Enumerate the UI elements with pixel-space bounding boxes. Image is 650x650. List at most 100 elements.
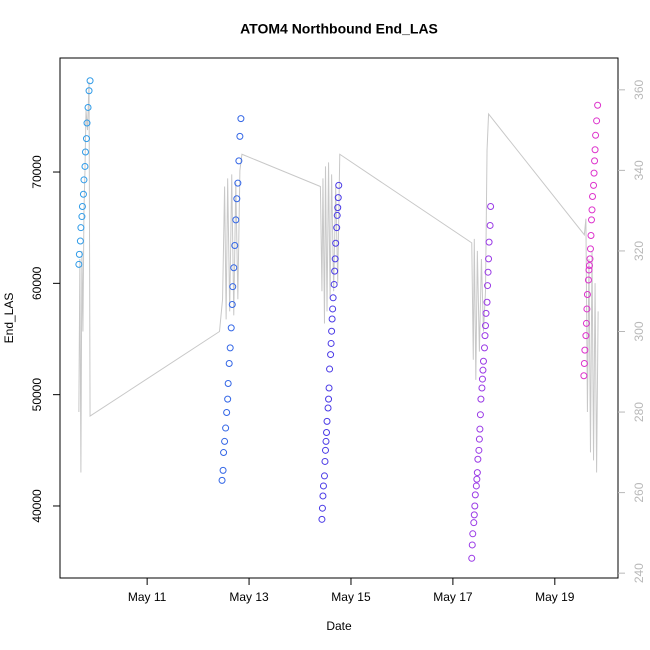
data-point — [471, 502, 479, 510]
data-point — [322, 437, 330, 445]
data-point — [478, 384, 486, 392]
data-point — [319, 492, 327, 500]
data-point — [485, 238, 493, 246]
data-point — [321, 457, 329, 465]
chart-title: ATOM4 Northbound End_LAS — [240, 21, 438, 37]
data-point — [329, 305, 337, 313]
y2-tick-label: 240 — [632, 563, 646, 583]
data-point — [470, 519, 478, 527]
data-point — [81, 148, 89, 156]
data-point — [477, 395, 485, 403]
data-point — [80, 176, 88, 184]
data-point — [85, 87, 93, 95]
data-point — [470, 511, 478, 519]
data-point — [332, 239, 340, 247]
data-point — [580, 359, 588, 367]
data-point — [473, 475, 481, 483]
data-point — [486, 221, 494, 229]
x-tick-label: May 13 — [229, 590, 269, 604]
data-point — [583, 305, 591, 313]
data-point — [227, 324, 235, 332]
data-point — [325, 395, 333, 403]
data-point — [479, 357, 487, 365]
data-point — [234, 179, 242, 187]
data-point — [230, 264, 238, 272]
y-tick-label: 40000 — [30, 489, 44, 523]
data-point — [474, 455, 482, 463]
data-point — [590, 169, 598, 177]
data-point — [333, 224, 341, 232]
data-point — [326, 365, 334, 373]
data-point — [319, 482, 327, 490]
data-point — [324, 404, 332, 412]
data-point — [587, 231, 595, 239]
data-point — [584, 276, 592, 284]
data-point — [78, 213, 86, 221]
data-point — [318, 515, 326, 523]
data-point — [333, 211, 341, 219]
x-tick-label: May 17 — [433, 590, 473, 604]
data-point — [77, 224, 85, 232]
data-point — [328, 327, 336, 335]
data-point — [76, 237, 84, 245]
data-point — [221, 437, 229, 445]
data-point — [328, 315, 336, 323]
data-point — [233, 195, 241, 203]
data-point — [594, 101, 602, 109]
data-point — [481, 332, 489, 340]
data-point — [582, 332, 590, 340]
data-point — [581, 346, 589, 354]
x-tick-label: May 15 — [331, 590, 371, 604]
data-point — [589, 193, 597, 201]
data-point — [485, 255, 493, 263]
plot-frame — [59, 57, 619, 579]
y2-tick-label: 280 — [632, 402, 646, 422]
data-point — [82, 135, 90, 143]
data-point — [471, 491, 479, 499]
data-point — [228, 300, 236, 308]
y-tick-label: 50000 — [30, 378, 44, 412]
data-point — [330, 280, 338, 288]
data-point — [483, 298, 491, 306]
data-point — [229, 283, 237, 291]
data-point — [482, 322, 490, 330]
y2-tick-label: 300 — [632, 321, 646, 341]
data-point — [235, 157, 243, 165]
data-point — [331, 267, 339, 275]
data-point — [220, 449, 228, 457]
data-point — [473, 469, 481, 477]
y-axis-title: End_LAS — [2, 293, 16, 344]
data-point — [84, 103, 92, 111]
data-point — [75, 250, 83, 258]
data-point — [75, 260, 83, 268]
data-point — [582, 319, 590, 327]
data-point — [334, 194, 342, 202]
data-point — [232, 216, 240, 224]
y2-tick-label: 340 — [632, 160, 646, 180]
data-point — [318, 504, 326, 512]
data-point — [223, 408, 231, 416]
y2-tick-label: 260 — [632, 482, 646, 502]
data-point — [590, 181, 598, 189]
data-point — [469, 530, 477, 538]
data-point — [334, 204, 342, 212]
data-point — [321, 446, 329, 454]
data-point — [475, 446, 483, 454]
data-point — [83, 119, 91, 127]
data-point — [79, 190, 87, 198]
data-point — [482, 309, 490, 317]
data-point — [224, 380, 232, 388]
data-point — [237, 115, 245, 123]
data-point — [586, 255, 594, 263]
data-point — [325, 384, 333, 392]
data-point — [323, 429, 331, 437]
data-point — [593, 117, 601, 125]
y2-tick-label: 320 — [632, 241, 646, 261]
data-point — [86, 77, 94, 85]
data-point — [468, 554, 476, 562]
data-point — [484, 282, 492, 290]
data-point — [478, 375, 486, 383]
data-point — [226, 344, 234, 352]
data-point — [476, 425, 484, 433]
